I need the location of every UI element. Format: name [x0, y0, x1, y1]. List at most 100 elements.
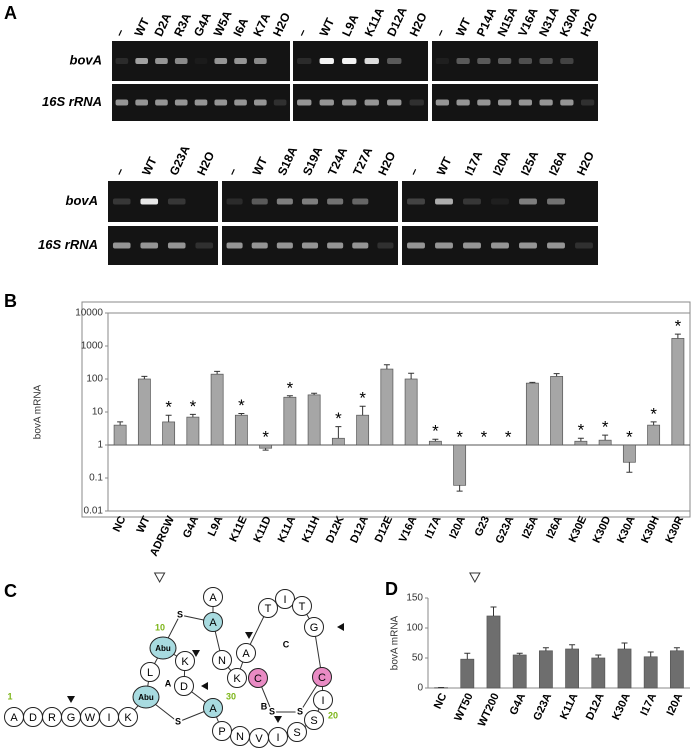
y-tick-label: 100	[86, 374, 103, 385]
y-tick-label: 10000	[75, 308, 103, 319]
lane-label: I6A	[230, 15, 251, 38]
x-tick-label: NC	[432, 691, 450, 711]
residue-label: C	[318, 672, 326, 684]
residue-label: D	[180, 681, 188, 693]
significance-marker: *	[602, 418, 609, 437]
error-bar	[311, 392, 318, 395]
error-bar	[464, 652, 471, 660]
significance-marker: *	[165, 398, 172, 417]
x-tick-label: K30H	[639, 514, 662, 545]
band	[195, 58, 208, 64]
y-axis-label: bovA mRNA	[390, 615, 401, 670]
error-bar	[286, 395, 293, 398]
x-tick-label: K11D	[251, 514, 274, 544]
x-tick-label: K30D	[591, 514, 614, 545]
error-bar	[553, 373, 560, 377]
residue-label: Abu	[155, 644, 171, 653]
lane-label: K11A	[362, 5, 388, 38]
band	[174, 58, 188, 64]
residue	[203, 587, 223, 607]
x-tick-label: D12K	[324, 514, 347, 545]
residue-label: T	[265, 603, 272, 615]
gel	[108, 181, 218, 222]
band	[409, 99, 424, 106]
lane-label: H2O	[578, 10, 601, 38]
band	[377, 242, 394, 249]
y-tick-label: 50	[412, 653, 424, 664]
band	[251, 198, 268, 205]
band	[112, 242, 131, 249]
band	[155, 99, 168, 106]
bar	[617, 648, 632, 689]
significance-marker: *	[359, 389, 366, 408]
error-bar	[602, 434, 609, 441]
residue	[227, 668, 247, 688]
lane-label: T24A	[325, 145, 350, 178]
band	[352, 198, 369, 205]
significance-marker: *	[481, 427, 488, 446]
x-tick-label: I17A	[423, 514, 444, 540]
bar	[453, 444, 467, 486]
residue	[287, 722, 307, 742]
deletion-marker	[153, 572, 166, 584]
error-bar	[141, 375, 148, 379]
band	[254, 99, 267, 106]
x-tick-label: I20A	[447, 514, 468, 540]
lane-label: –	[112, 26, 128, 38]
lane-label: I25A	[518, 148, 542, 177]
error-bar	[189, 413, 196, 418]
band	[327, 242, 344, 249]
residue-label: K	[181, 656, 189, 668]
row-label: bovA	[70, 52, 103, 67]
band	[497, 99, 512, 106]
residue-number: 1	[7, 691, 12, 701]
error-bar	[529, 381, 536, 384]
residue	[140, 662, 160, 682]
x-tick-label: K30A	[615, 514, 638, 545]
band	[477, 58, 491, 64]
bar	[647, 424, 661, 446]
band	[226, 242, 243, 249]
residue-label: W	[85, 712, 96, 724]
lane-label: H2O	[194, 149, 217, 177]
bar	[137, 378, 151, 446]
band	[539, 58, 553, 64]
y-tick-label: 150	[406, 593, 423, 604]
lane-label: –	[224, 165, 240, 177]
residue-label: I	[283, 594, 286, 606]
x-tick-label: G23A	[531, 691, 554, 722]
band	[456, 58, 470, 64]
y-tick-label: 0	[417, 683, 423, 694]
band	[167, 242, 186, 249]
bar	[283, 396, 297, 446]
row-label: 16S rRNA	[42, 94, 102, 109]
band	[463, 242, 481, 249]
cleavage-arrow	[192, 650, 200, 657]
band	[112, 198, 131, 205]
residue-label: I	[107, 712, 110, 724]
band	[297, 58, 312, 64]
residue-number: 30	[226, 691, 236, 701]
lane-label: G23A	[167, 143, 193, 178]
sulfur-label: S	[297, 706, 303, 716]
residue-label: I	[276, 732, 279, 744]
y-tick-label: 0.01	[84, 506, 104, 517]
deletion-marker	[469, 572, 481, 584]
band	[539, 99, 553, 106]
bar	[512, 654, 527, 689]
error-bar	[456, 485, 463, 492]
error-bar	[432, 438, 439, 442]
band	[301, 198, 319, 205]
row-label: bovA	[66, 193, 99, 208]
residue-label: T	[299, 601, 306, 613]
band	[364, 99, 379, 106]
residue-label: A	[209, 617, 217, 629]
residue	[203, 698, 223, 718]
lane-label: WT	[250, 154, 271, 177]
band	[518, 99, 533, 106]
error-bar	[408, 372, 415, 379]
residue-label: G	[67, 712, 76, 724]
band	[327, 198, 344, 205]
y-axis-label: bovA mRNA	[33, 384, 44, 439]
